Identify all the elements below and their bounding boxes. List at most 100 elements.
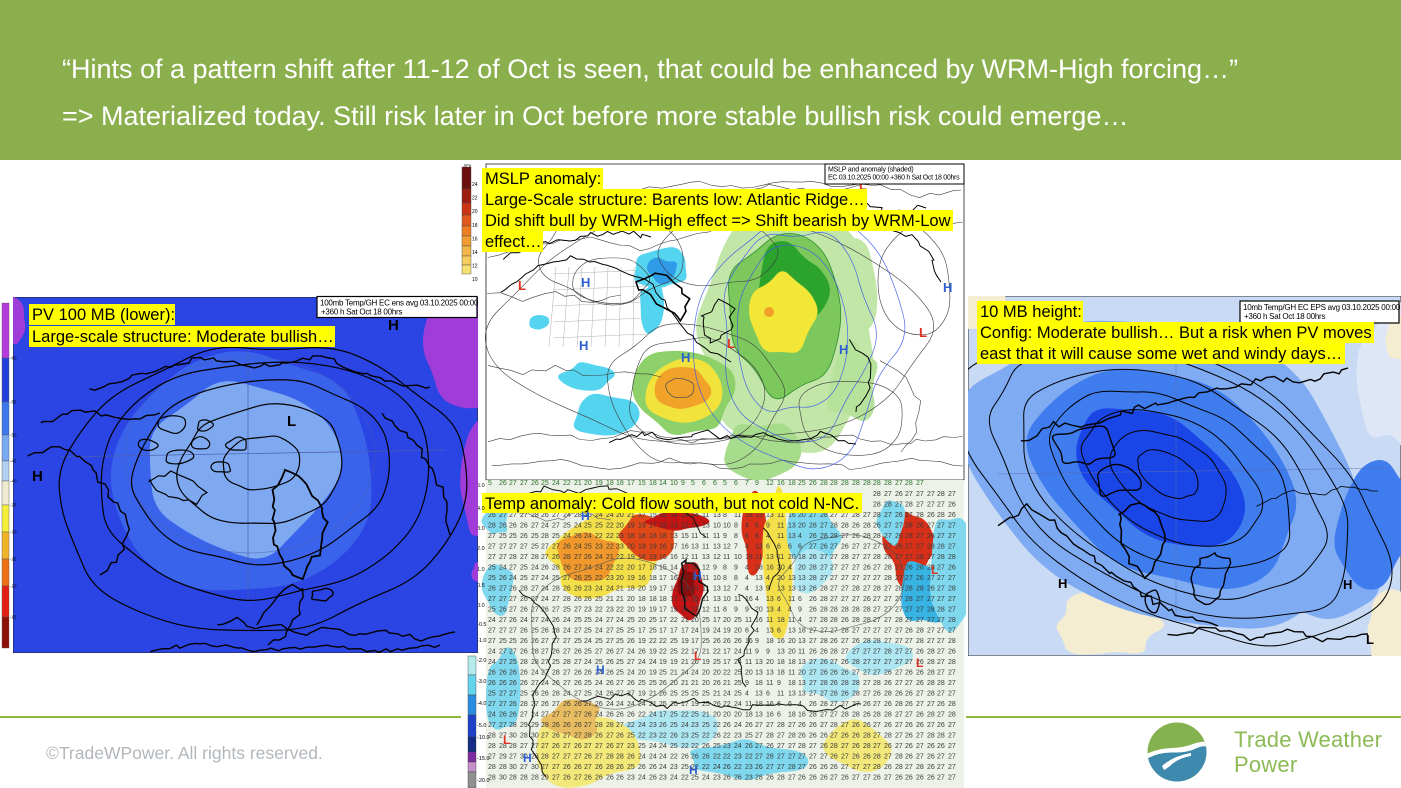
svg-text:Config: Moderate bullish… But: Config: Moderate bullish… But a risk whe…	[980, 324, 1372, 342]
svg-text:PV 100 MB (lower):: PV 100 MB (lower):	[32, 306, 175, 324]
svg-text:effect…: effect…	[485, 233, 542, 251]
svg-text:H: H	[693, 569, 702, 583]
svg-text:L: L	[503, 733, 510, 747]
svg-text:L: L	[919, 325, 927, 340]
svg-text:-25: -25	[10, 557, 17, 562]
svg-text:H: H	[523, 751, 532, 765]
svg-text:18: 18	[472, 223, 478, 229]
svg-text:EC 03.10.2025 00:00 +360 h Sat: EC 03.10.2025 00:00 +360 h Sat Oct 18 00…	[828, 175, 960, 182]
svg-text:-5.0: -5.0	[477, 723, 486, 729]
svg-text:20: 20	[472, 209, 478, 215]
svg-text:-2.0: -2.0	[477, 658, 486, 664]
svg-text:22: 22	[472, 196, 478, 202]
svg-text:-0.5: -0.5	[477, 622, 486, 628]
svg-text:14: 14	[472, 250, 478, 256]
svg-text:east that it will cause some w: east that it will cause some wet and win…	[980, 345, 1342, 363]
svg-text:Large-Scale structure: Barents: Large-Scale structure: Barents low: Atla…	[485, 191, 865, 209]
svg-text:10: 10	[472, 277, 478, 283]
svg-text:hPa: hPa	[464, 163, 472, 168]
svg-text:H: H	[943, 280, 952, 295]
svg-text:L: L	[727, 336, 735, 351]
svg-text:-50: -50	[10, 433, 17, 438]
svg-text:-4.0: -4.0	[477, 701, 486, 707]
svg-text:-35: -35	[10, 503, 17, 508]
svg-text:24: 24	[472, 182, 478, 188]
svg-text:H: H	[596, 663, 605, 677]
svg-text:-45: -45	[10, 459, 17, 464]
svg-text:1.0: 1.0	[477, 567, 485, 573]
svg-text:Large-scale structure: Moderat: Large-scale structure: Moderate bullish…	[32, 328, 334, 346]
svg-text:Did shift bull by WRM-High eff: Did shift bull by WRM-High effect => Shi…	[485, 212, 951, 230]
svg-text:100mb Temp/GH EC ens avg 03.1: 100mb Temp/GH EC ens avg 03.10.2025 00:0…	[320, 299, 478, 308]
svg-text:-3.0: -3.0	[477, 679, 486, 685]
svg-text:H: H	[1058, 576, 1067, 591]
svg-text:5.0: 5.0	[477, 483, 485, 489]
svg-text:MSLP anomaly:: MSLP anomaly:	[485, 170, 601, 188]
svg-text:H: H	[1343, 577, 1352, 592]
svg-text:L: L	[916, 656, 923, 670]
svg-text:-60: -60	[10, 356, 17, 361]
svg-text:H: H	[681, 350, 690, 365]
svg-text:-55: -55	[10, 400, 17, 405]
svg-text:L: L	[694, 649, 701, 663]
svg-text:L: L	[931, 563, 938, 577]
svg-text:-20: -20	[10, 584, 17, 589]
svg-text:L: L	[1366, 632, 1374, 647]
svg-text:+360 h Sat Oct 18 00hrs: +360 h Sat Oct 18 00hrs	[321, 308, 402, 317]
svg-text:H: H	[581, 275, 590, 290]
svg-text:-10.0: -10.0	[477, 735, 490, 741]
svg-text:-30: -30	[10, 530, 17, 535]
svg-text:16: 16	[472, 236, 478, 242]
svg-text:L: L	[287, 413, 296, 430]
svg-text:2.0: 2.0	[477, 546, 485, 552]
svg-text:H: H	[581, 509, 590, 523]
svg-text:Temp anomaly: Cold flow south,: Temp anomaly: Cold flow south, but not c…	[485, 495, 859, 513]
svg-text:H: H	[579, 338, 588, 353]
svg-text:+360 h Sat Oct 18 00hrs: +360 h Sat Oct 18 00hrs	[1244, 312, 1325, 321]
svg-text:0.0: 0.0	[477, 603, 485, 609]
svg-text:-20.0: -20.0	[477, 778, 490, 784]
svg-text:H: H	[839, 342, 848, 357]
svg-text:H: H	[32, 468, 43, 485]
svg-text:3.0: 3.0	[477, 526, 485, 532]
svg-text:L: L	[859, 178, 867, 193]
svg-text:-15.0: -15.0	[477, 756, 490, 762]
svg-text:10mb Temp/GH EC EPS avg 03.10.: 10mb Temp/GH EC EPS avg 03.10.2025 00:00	[1243, 303, 1401, 312]
svg-text:0.5: 0.5	[477, 583, 485, 589]
svg-text:H: H	[689, 763, 698, 777]
svg-text:4.0: 4.0	[477, 506, 485, 512]
svg-text:-15: -15	[10, 615, 17, 620]
svg-text:MSLP and anomaly (shaded): MSLP and anomaly (shaded)	[828, 167, 914, 174]
svg-text:12: 12	[472, 264, 478, 270]
svg-text:L: L	[518, 278, 526, 293]
svg-text:10 MB height:: 10 MB height:	[980, 303, 1082, 321]
svg-text:-40: -40	[10, 479, 17, 484]
svg-text:-1.0: -1.0	[477, 638, 486, 644]
svg-text:H: H	[388, 317, 399, 334]
